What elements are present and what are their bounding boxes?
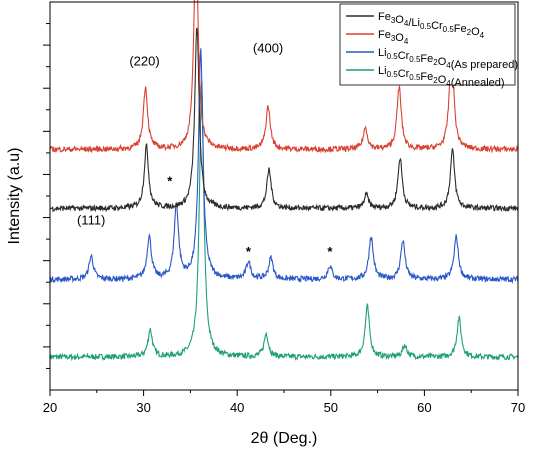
x-tick-label: 20 — [43, 400, 57, 415]
legend-label: Li0.5Cr0.5Fe2O4(Annealed) — [378, 65, 505, 89]
x-tick-label: 40 — [230, 400, 244, 415]
x-tick-label: 70 — [511, 400, 525, 415]
legend-box — [339, 3, 516, 86]
impurity-marker: * — [246, 244, 252, 259]
legend-label: Li0.5Cr0.5Fe2O4(As prepared) — [378, 47, 518, 71]
series-line — [49, 0, 519, 154]
peak-label: (220) — [129, 54, 159, 69]
left-axis-ticks — [43, 23, 50, 369]
legend-label: Fe3O4 — [378, 29, 409, 46]
legend: Fe3O4/Li0.5Cr0.5Fe2O4Fe3O4Li0.5Cr0.5Fe2O… — [339, 3, 518, 89]
y-axis-title: Intensity (a.u) — [6, 148, 23, 245]
x-axis-title: 2θ (Deg.) — [251, 430, 318, 447]
legend-label: Fe3O4/Li0.5Cr0.5Fe2O4 — [378, 11, 485, 40]
impurity-marker: * — [167, 174, 173, 189]
x-axis-ticks: 20 30 40 50 60 70 — [43, 390, 525, 415]
series-line — [49, 27, 519, 213]
series-line — [49, 48, 519, 285]
impurity-marker: * — [327, 244, 333, 259]
series-line — [49, 80, 519, 362]
peak-label: (400) — [253, 40, 283, 55]
x-tick-label: 60 — [417, 400, 431, 415]
x-tick-label: 30 — [136, 400, 150, 415]
peak-label: (111) — [77, 212, 105, 227]
x-tick-label: 50 — [324, 400, 338, 415]
plot-traces — [49, 0, 519, 362]
